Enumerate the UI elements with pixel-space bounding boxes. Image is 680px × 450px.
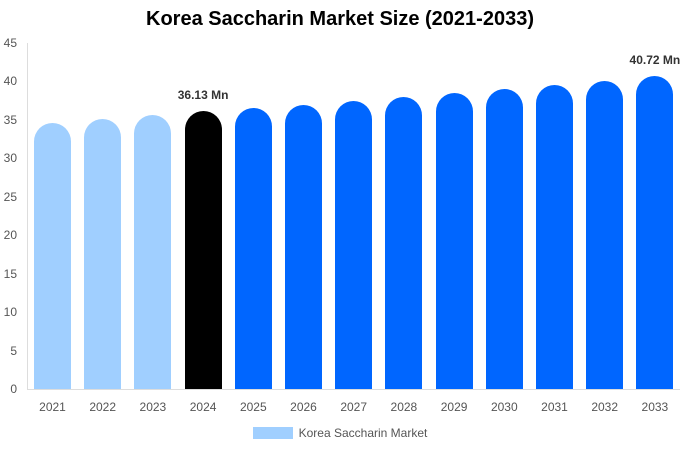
x-tick-label: 2025: [239, 400, 267, 414]
y-axis-line: [27, 43, 28, 389]
legend-label: Korea Saccharin Market: [298, 426, 428, 440]
x-tick-label: 2023: [139, 400, 167, 414]
data-label: 36.13 Mn: [177, 88, 229, 103]
x-tick-label: 2028: [390, 400, 418, 414]
bar-2023[interactable]: [134, 115, 172, 389]
legend: Korea Saccharin Market: [0, 426, 680, 440]
bar-2033[interactable]: [636, 75, 674, 389]
y-tick-label: 20: [3, 228, 17, 243]
bar-2030[interactable]: [485, 89, 523, 389]
x-tick-label: 2024: [189, 400, 217, 414]
y-tick-label: 30: [3, 151, 17, 166]
bar-2022[interactable]: [84, 119, 122, 389]
y-tick-label: 15: [3, 266, 17, 281]
y-tick-label: 40: [3, 74, 17, 89]
bar-2029[interactable]: [435, 92, 473, 389]
x-tick-label: 2029: [440, 400, 468, 414]
x-tick-label: 2030: [490, 400, 518, 414]
data-label: 40.72 Mn: [629, 52, 680, 67]
x-tick-label: 2022: [89, 400, 117, 414]
y-tick-label: 25: [3, 189, 17, 204]
y-tick-label: 0: [10, 382, 17, 396]
x-tick-label: 2021: [39, 400, 66, 414]
bar-2025[interactable]: [234, 108, 272, 389]
y-tick-label: 35: [3, 112, 17, 127]
x-tick-label: 2027: [340, 400, 368, 414]
y-tick-label: 45: [3, 36, 17, 50]
x-tick-label: 2026: [290, 400, 317, 414]
plot-area: [27, 43, 680, 389]
x-tick-label: 2031: [541, 400, 568, 414]
legend-swatch: [252, 427, 293, 439]
chart-title: Korea Saccharin Market Size (2021-2033): [146, 8, 534, 30]
bar-2026[interactable]: [285, 104, 322, 389]
x-axis-line: [27, 389, 680, 390]
bar-2027[interactable]: [335, 100, 373, 389]
x-tick-label: 2032: [591, 400, 619, 414]
y-tick-label: 10: [3, 305, 17, 320]
x-tick-label: 2033: [641, 400, 669, 414]
bar-2021[interactable]: [34, 122, 71, 389]
bar-2028[interactable]: [385, 96, 423, 389]
bar-2032[interactable]: [586, 80, 624, 389]
y-tick-label: 5: [10, 343, 17, 358]
bar-2031[interactable]: [536, 85, 573, 389]
bar-2024[interactable]: [184, 111, 222, 389]
